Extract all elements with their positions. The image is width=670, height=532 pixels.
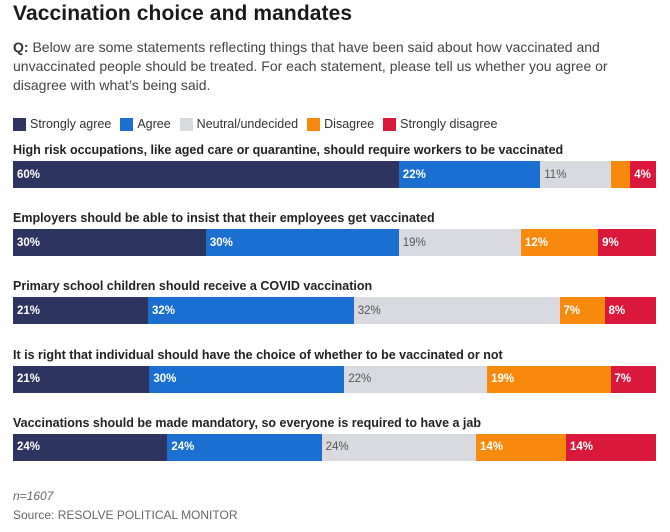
data-label: 22% bbox=[402, 168, 426, 181]
subtitle-prefix: Q: bbox=[13, 39, 29, 55]
source-note: Source: RESOLVE POLITICAL MONITOR bbox=[13, 508, 238, 522]
data-label: 24% bbox=[171, 441, 195, 454]
data-label: 11% bbox=[544, 168, 567, 181]
legend-swatch bbox=[179, 117, 193, 131]
sample-size-note: n=1607 bbox=[13, 489, 54, 503]
legend-item: Neutral/undecided bbox=[179, 117, 299, 131]
stacked-bar: 21% 30% 22% 19% 7% bbox=[13, 365, 656, 393]
data-label: 19% bbox=[402, 236, 426, 249]
bar-segment bbox=[610, 161, 631, 188]
data-label: 32% bbox=[152, 304, 176, 317]
category-label: Primary school children should receive a… bbox=[13, 279, 373, 294]
legend-swatch bbox=[13, 117, 26, 131]
stacked-bar: 24% 24% 24% 14% 14% bbox=[13, 433, 656, 461]
data-label: 21% bbox=[17, 304, 41, 317]
bar-segment: 22% bbox=[344, 365, 488, 393]
bar-segment: 30% bbox=[205, 229, 399, 257]
chart-legend: Strongly agree Agree Neutral/undecided Disa… bbox=[13, 116, 506, 132]
bar-segment: 8% bbox=[604, 297, 656, 325]
data-label: 7% bbox=[563, 304, 581, 317]
stacked-bar: 60% 22% 11% 4% bbox=[13, 161, 656, 188]
stacked-bar: 30% 30% 19% 12% 9% bbox=[13, 229, 656, 257]
bar-segment: 19% bbox=[398, 229, 521, 257]
legend-swatch bbox=[307, 117, 321, 131]
data-label: 12% bbox=[524, 236, 548, 249]
bar-segment: 30% bbox=[13, 229, 206, 257]
category-label: Vaccinations should be made mandatory, s… bbox=[13, 415, 481, 430]
legend-label: Disagree bbox=[324, 117, 375, 131]
legend-swatch bbox=[383, 117, 397, 131]
subtitle-text: Below are some statements reflecting thi… bbox=[13, 39, 608, 93]
bar-segment: 60% bbox=[13, 161, 399, 188]
bar-segment: 11% bbox=[540, 161, 611, 188]
bar-segment: 21% bbox=[13, 297, 149, 325]
legend-label: Strongly agree bbox=[30, 117, 112, 131]
category-label: It is right that individual should have … bbox=[13, 347, 503, 362]
data-label: 22% bbox=[348, 373, 372, 386]
data-label: 21% bbox=[17, 373, 41, 386]
data-label: 4% bbox=[634, 168, 651, 181]
legend-label: Neutral/undecided bbox=[196, 117, 299, 131]
data-label: 8% bbox=[608, 304, 626, 317]
bar-segment: 24% bbox=[13, 433, 168, 461]
chart-title: Vaccination choice and mandates bbox=[13, 2, 353, 25]
data-label: 24% bbox=[17, 441, 41, 454]
bar-segment: 24% bbox=[167, 433, 322, 461]
bar-segment: 14% bbox=[565, 433, 656, 461]
category-label: High risk occupations, like aged care or… bbox=[13, 143, 564, 157]
data-label: 60% bbox=[17, 168, 41, 181]
bar-segment: 9% bbox=[598, 229, 656, 257]
data-label: 24% bbox=[325, 441, 349, 454]
stacked-bar: 21% 32% 32% 7% 8% bbox=[13, 297, 656, 325]
bar-segment: 24% bbox=[321, 433, 476, 461]
bar-segment: 21% bbox=[13, 365, 150, 393]
data-label: 30% bbox=[209, 236, 233, 249]
bar-segment: 7% bbox=[559, 297, 605, 325]
data-label: 9% bbox=[602, 236, 619, 249]
legend-swatch bbox=[120, 117, 134, 131]
data-label: 30% bbox=[17, 236, 41, 249]
bar-segment: 19% bbox=[487, 365, 611, 393]
bar-segment: 4% bbox=[630, 161, 656, 188]
legend-label: Agree bbox=[137, 117, 171, 131]
category-label: Employers should be able to insist that … bbox=[13, 211, 435, 226]
data-label: 14% bbox=[479, 441, 503, 454]
data-label: 14% bbox=[569, 441, 593, 454]
data-label: 32% bbox=[357, 304, 381, 317]
legend-item: Agree bbox=[120, 117, 171, 131]
legend-item: Strongly agree bbox=[13, 117, 111, 131]
bar-segment: 30% bbox=[149, 365, 345, 393]
bar-segment: 32% bbox=[353, 297, 560, 325]
data-label: 7% bbox=[614, 373, 632, 386]
data-label: 30% bbox=[153, 373, 177, 386]
bar-segment: 14% bbox=[475, 433, 566, 461]
data-label: 19% bbox=[491, 373, 515, 386]
legend-item: Disagree bbox=[307, 117, 374, 131]
bar-segment: 22% bbox=[398, 161, 541, 188]
legend-item: Strongly disagree bbox=[383, 117, 497, 131]
legend-label: Strongly disagree bbox=[400, 117, 498, 131]
bar-segment: 32% bbox=[148, 297, 354, 325]
bar-segment: 7% bbox=[610, 365, 656, 393]
bar-segment: 12% bbox=[520, 229, 599, 257]
chart-subtitle: Q: Below are some statements reflecting … bbox=[13, 38, 657, 95]
